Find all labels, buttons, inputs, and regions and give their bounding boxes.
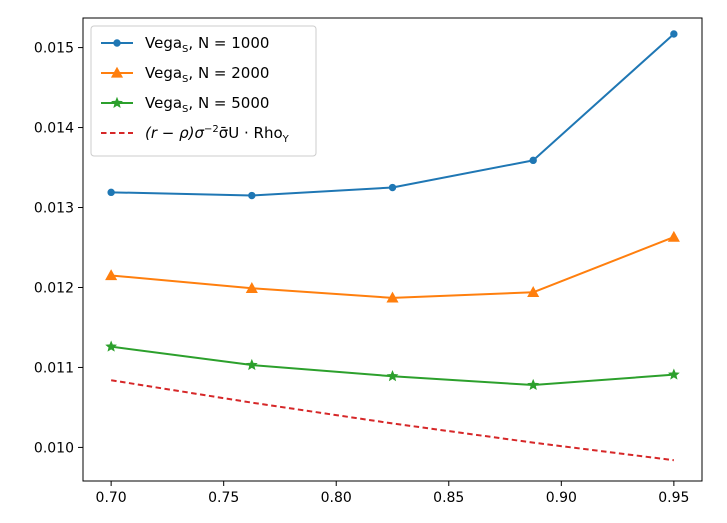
legend-label: VegaS, N = 2000	[145, 64, 269, 85]
series-layer	[105, 30, 680, 462]
data-point	[111, 96, 123, 109]
y-tick-label: 0.012	[34, 280, 74, 296]
data-point	[248, 191, 256, 200]
y-tick-label: 0.014	[34, 121, 74, 137]
x-tick-label: 0.80	[321, 490, 352, 506]
x-tick-label: 0.95	[658, 490, 689, 506]
series-vega-s-n-1000	[107, 30, 678, 200]
data-point	[527, 286, 540, 297]
x-tick-label: 0.75	[208, 490, 239, 506]
series--r-2-u-rho-y	[110, 379, 674, 462]
data-point	[527, 378, 540, 391]
data-point	[107, 188, 115, 197]
data-point	[667, 368, 680, 380]
series-vega-s-n-2000	[105, 230, 680, 303]
series-line	[110, 379, 674, 462]
y-axis: 0.010 0.011 0.012 0.013 0.014 0.015	[34, 41, 83, 456]
data-point	[105, 340, 118, 352]
data-point	[386, 370, 399, 382]
legend-entry: VegaS, N = 5000	[101, 94, 269, 115]
x-tick-label: 0.85	[433, 490, 464, 506]
data-point	[110, 66, 124, 78]
legend-box	[90, 25, 317, 157]
x-tick-label: 0.90	[546, 490, 577, 506]
data-point	[386, 291, 399, 303]
y-tick-label: 0.010	[34, 440, 74, 456]
data-point	[529, 156, 537, 165]
x-tick-label: 0.70	[96, 490, 127, 506]
data-point	[388, 183, 397, 192]
data-point	[670, 30, 678, 38]
x-axis: 0.70 0.75 0.80 0.85 0.90 0.95	[96, 481, 689, 506]
data-point	[113, 39, 121, 47]
series-vega-s-n-5000	[105, 340, 680, 391]
y-tick-label: 0.013	[34, 201, 74, 217]
y-tick-label: 0.011	[34, 360, 74, 376]
data-point	[245, 282, 258, 293]
data-point	[245, 358, 258, 371]
data-point	[667, 230, 680, 242]
legend-entry: VegaS, N = 1000	[101, 34, 269, 55]
legend-label: (r − ρ)σ−2σ̄U · RhoY	[145, 124, 290, 145]
legend-label: VegaS, N = 1000	[145, 34, 269, 55]
legend: VegaS, N = 1000 VegaS, N = 2000 VegaS, N =…	[90, 25, 317, 157]
y-tick-label: 0.015	[34, 41, 74, 57]
legend-entry: (r − ρ)σ−2σ̄U · RhoY	[101, 124, 290, 145]
legend-label: VegaS, N = 5000	[145, 94, 269, 115]
data-point	[105, 269, 118, 281]
legend-entry: VegaS, N = 2000	[101, 64, 269, 85]
